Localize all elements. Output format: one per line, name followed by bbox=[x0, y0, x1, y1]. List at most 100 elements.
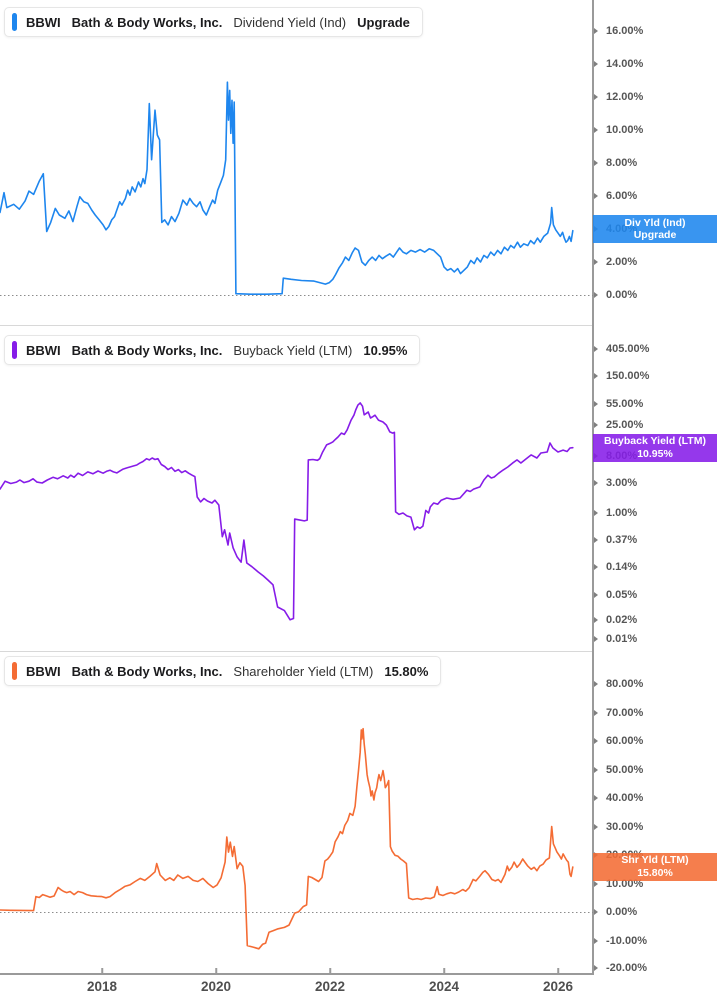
buyback-yield-y-tick-label: 25.00% bbox=[606, 419, 644, 432]
y-tick-arrow-icon bbox=[594, 909, 598, 915]
dividend-yield-plot-area[interactable] bbox=[0, 0, 593, 325]
shareholder-yield-y-tick-label: 40.00% bbox=[606, 792, 644, 804]
x-tick-label: 2020 bbox=[200, 979, 232, 994]
dividend-yield-y-tick-label: 6.00% bbox=[606, 190, 638, 202]
badge-value-label: 15.80% bbox=[637, 866, 673, 879]
shareholder-yield-series-line bbox=[0, 727, 574, 950]
y-tick-arrow-icon bbox=[594, 259, 598, 265]
y-tick-arrow-icon bbox=[594, 823, 598, 830]
x-tick-mark bbox=[101, 967, 103, 974]
buyback-yield-y-tick-label: 0.05% bbox=[606, 588, 638, 601]
y-tick-arrow-icon bbox=[594, 193, 598, 199]
buyback-yield-y-tick-label: 0.14% bbox=[606, 560, 638, 573]
y-tick-arrow-icon bbox=[594, 795, 598, 801]
panel-separator bbox=[0, 325, 593, 326]
shareholder-yield-y-tick-label: -10.00% bbox=[606, 934, 647, 947]
y-tick-arrow-icon bbox=[594, 616, 598, 623]
dividend-yield-y-tick-label: 12.00% bbox=[606, 91, 644, 103]
dividend-yield-y-tick-label: 0.00% bbox=[606, 289, 638, 301]
x-tick-mark bbox=[215, 967, 217, 974]
badge-value-label: Upgrade bbox=[633, 229, 677, 241]
buyback-yield-last-value-badge: Buyback Yield (LTM) 10.95% bbox=[593, 433, 717, 462]
y-tick-arrow-icon bbox=[594, 709, 598, 716]
shareholder-yield-last-value-badge: Shr Yld (LTM) 15.80% bbox=[593, 852, 717, 881]
badge-metric-label: Shr Yld (LTM) bbox=[621, 854, 689, 867]
shareholder-yield-y-tick-label: 60.00% bbox=[606, 735, 644, 747]
series-legend-dividend-yield[interactable]: BBWI Bath & Body Works, Inc. Dividend Yi… bbox=[4, 7, 423, 37]
x-tick-label: 2018 bbox=[86, 979, 118, 994]
dividend-yield-y-tick-label: 16.00% bbox=[606, 25, 644, 37]
badge-metric-label: Div Yld (Ind) bbox=[624, 216, 686, 229]
buyback-yield-y-tick-label: 55.00% bbox=[606, 397, 644, 410]
y-tick-arrow-icon bbox=[594, 880, 598, 887]
shareholder-yield-y-tick-label: -20.00% bbox=[606, 962, 647, 974]
y-tick-arrow-icon bbox=[594, 160, 598, 166]
buyback-yield-y-tick-label: 150.00% bbox=[606, 370, 650, 383]
series-legend-buyback-yield[interactable]: BBWI Bath & Body Works, Inc. Buyback Yie… bbox=[4, 335, 421, 365]
y-tick-arrow-icon bbox=[594, 28, 598, 34]
metric-name: Dividend Yield (Ind) bbox=[233, 14, 347, 30]
y-tick-arrow-icon bbox=[594, 635, 598, 642]
legend-accent-bar bbox=[12, 13, 17, 31]
buyback-yield-plot-area[interactable] bbox=[0, 325, 593, 651]
y-tick-arrow-icon bbox=[594, 937, 598, 944]
y-tick-arrow-icon bbox=[594, 591, 598, 598]
x-tick-label: 2024 bbox=[428, 979, 460, 994]
panel-separator bbox=[0, 651, 593, 652]
dividend-yield-y-tick-label: 10.00% bbox=[606, 124, 644, 136]
y-tick-arrow-icon bbox=[594, 292, 598, 298]
buyback-yield-series-line bbox=[0, 402, 574, 621]
shareholder-yield-plot-area[interactable] bbox=[0, 651, 593, 974]
badge-metric-label: Buyback Yield (LTM) bbox=[604, 435, 706, 448]
y-tick-arrow-icon bbox=[594, 346, 598, 353]
ticker-label: BBWI bbox=[26, 663, 61, 679]
badge-value-label: 10.95% bbox=[637, 447, 673, 460]
y-tick-arrow-icon bbox=[594, 563, 598, 570]
buyback-yield-y-tick-label: 0.37% bbox=[606, 534, 638, 547]
y-tick-arrow-icon bbox=[594, 480, 598, 486]
y-tick-arrow-icon bbox=[594, 94, 598, 100]
buyback-yield-y-tick-label: 1.00% bbox=[606, 507, 638, 519]
y-tick-arrow-icon bbox=[594, 537, 598, 544]
x-tick-mark bbox=[443, 967, 445, 974]
company-name: Bath & Body Works, Inc. bbox=[71, 342, 223, 358]
company-name: Bath & Body Works, Inc. bbox=[71, 663, 223, 679]
series-legend-shareholder-yield[interactable]: BBWI Bath & Body Works, Inc. Shareholder… bbox=[4, 656, 442, 686]
shareholder-yield-y-tick-label: 80.00% bbox=[606, 678, 644, 690]
legend-accent-bar bbox=[12, 662, 17, 680]
legend-accent-bar bbox=[12, 341, 17, 359]
y-tick-arrow-icon bbox=[594, 681, 598, 687]
shareholder-yield-y-tick-label: 0.00% bbox=[606, 906, 638, 918]
dividend-yield-last-value-badge: Div Yld (Ind) Upgrade bbox=[593, 215, 717, 243]
y-tick-arrow-icon bbox=[594, 766, 598, 773]
shareholder-yield-y-tick-label: 70.00% bbox=[606, 706, 644, 719]
dividend-yield-y-tick-label: 8.00% bbox=[606, 157, 638, 169]
y-tick-arrow-icon bbox=[594, 61, 598, 67]
buyback-yield-y-tick-label: 3.00% bbox=[606, 477, 638, 489]
y-axis-line bbox=[592, 0, 594, 974]
upgrade-link[interactable]: Upgrade bbox=[357, 14, 410, 30]
ticker-label: BBWI bbox=[26, 342, 61, 358]
x-tick-mark bbox=[557, 967, 559, 974]
x-tick-label: 2022 bbox=[314, 979, 346, 994]
buyback-yield-y-tick-label: 0.01% bbox=[606, 632, 638, 645]
dividend-yield-y-tick-label: 14.00% bbox=[606, 58, 644, 70]
last-value-label: 15.80% bbox=[384, 663, 429, 679]
y-tick-arrow-icon bbox=[594, 422, 598, 429]
y-tick-arrow-icon bbox=[594, 373, 598, 380]
shareholder-yield-y-tick-label: 30.00% bbox=[606, 820, 644, 833]
buyback-yield-y-tick-label: 405.00% bbox=[606, 343, 650, 356]
x-tick-label: 2026 bbox=[542, 979, 574, 994]
metric-name: Shareholder Yield (LTM) bbox=[233, 663, 374, 679]
y-tick-arrow-icon bbox=[594, 965, 598, 971]
buyback-yield-y-tick-label: 0.02% bbox=[606, 613, 638, 626]
y-tick-arrow-icon bbox=[594, 400, 598, 407]
y-tick-arrow-icon bbox=[594, 510, 598, 516]
dividend-yield-y-tick-label: 2.00% bbox=[606, 256, 638, 268]
x-tick-mark bbox=[329, 967, 331, 974]
metric-name: Buyback Yield (LTM) bbox=[233, 342, 353, 358]
y-tick-arrow-icon bbox=[594, 738, 598, 744]
company-name: Bath & Body Works, Inc. bbox=[71, 14, 223, 30]
x-axis-line bbox=[0, 973, 594, 975]
